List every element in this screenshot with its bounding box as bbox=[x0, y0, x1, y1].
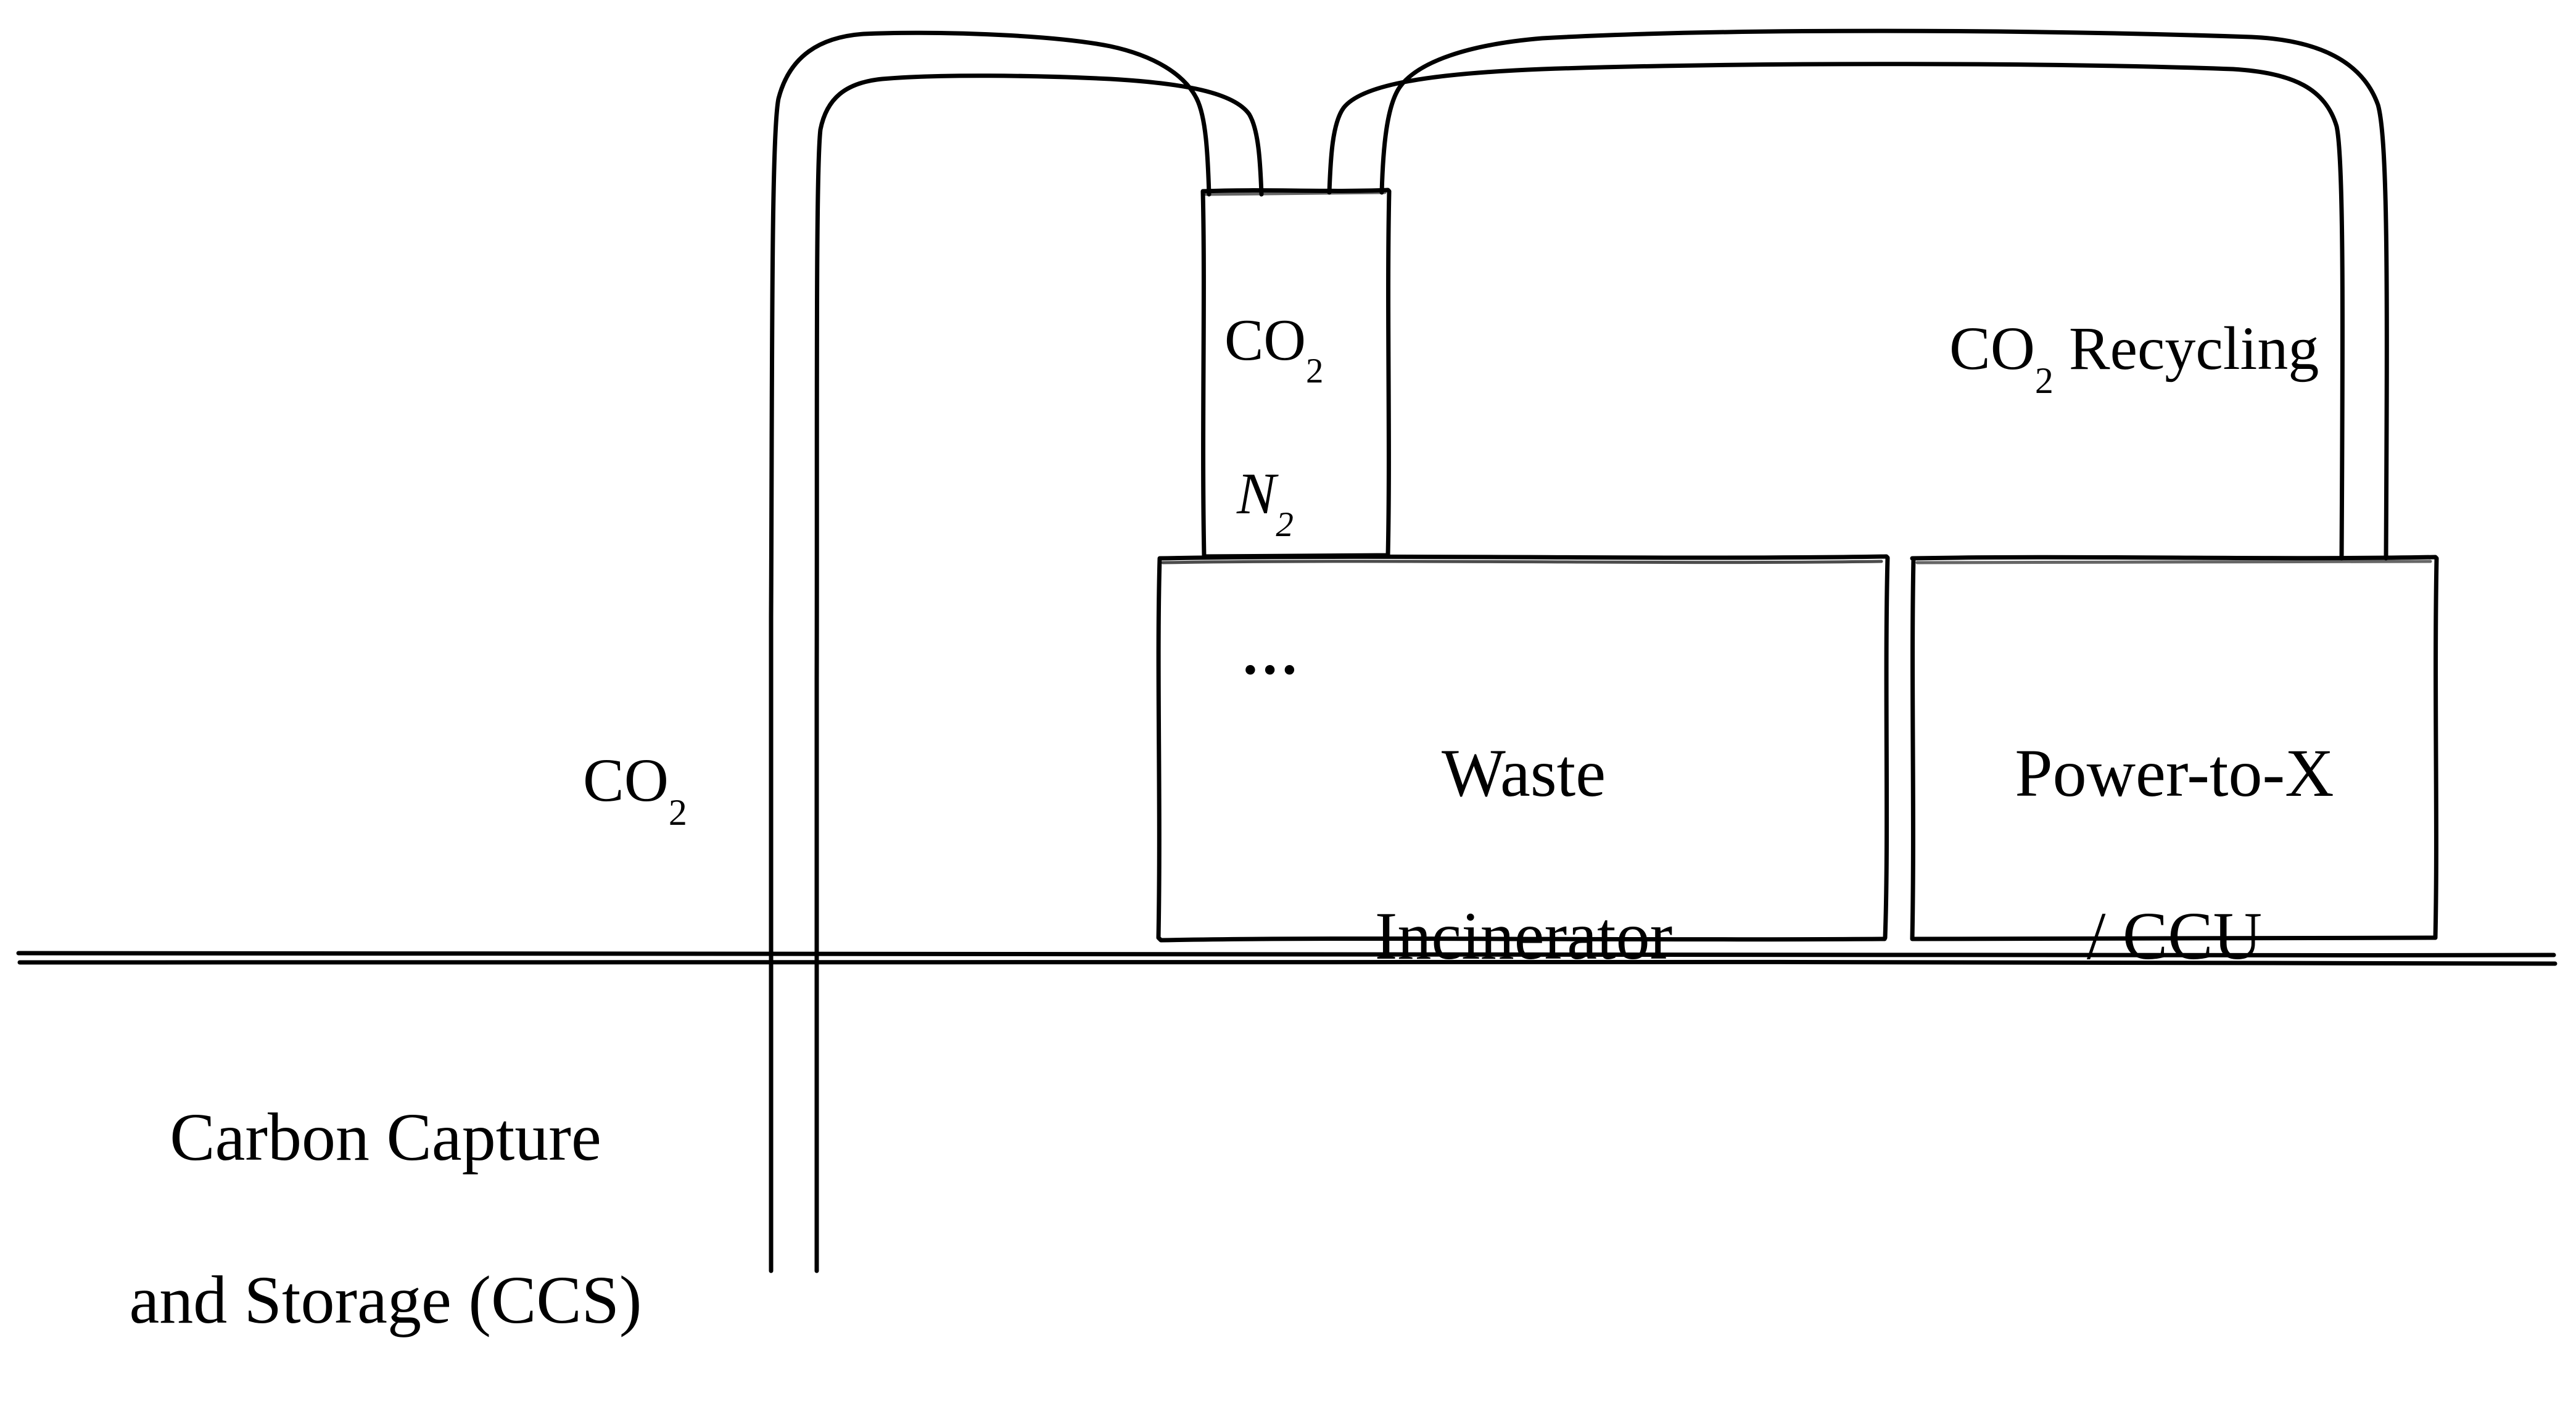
right-co2-sub: 2 bbox=[2035, 360, 2054, 401]
incinerator-line2: Incinerator bbox=[1160, 895, 1888, 977]
ccs-line2: and Storage (CCS) bbox=[49, 1259, 722, 1341]
left-pipe-outer bbox=[770, 33, 1209, 1271]
co2-sub: 2 bbox=[1306, 352, 1324, 391]
right-pipe-label: CO2 Recycling bbox=[1949, 238, 2319, 392]
right-recycling: Recycling bbox=[2054, 314, 2319, 382]
ccs-line1: Carbon Capture bbox=[49, 1096, 722, 1178]
n2-main: N bbox=[1237, 461, 1276, 526]
left-co2-sub: 2 bbox=[669, 792, 687, 833]
co2-main: CO bbox=[1224, 307, 1306, 373]
left-pipe-label: CO2 bbox=[583, 669, 687, 824]
ptx-label: Power-to-X / CCU bbox=[1912, 651, 2437, 1058]
ptx-line2: / CCU bbox=[1912, 895, 2437, 977]
left-co2-main: CO bbox=[583, 746, 669, 814]
ccs-label: Carbon Capture and Storage (CCS) bbox=[49, 1015, 722, 1422]
incinerator-label: Waste Incinerator bbox=[1160, 651, 1888, 1058]
n2-sub: 2 bbox=[1276, 505, 1294, 544]
diagram-root: CO2 N2 ... Waste Incinerator Power-to-X … bbox=[0, 0, 2576, 1280]
incinerator-line1: Waste bbox=[1160, 732, 1888, 814]
ptx-line1: Power-to-X bbox=[1912, 732, 2437, 814]
right-co2-main: CO bbox=[1949, 314, 2035, 382]
